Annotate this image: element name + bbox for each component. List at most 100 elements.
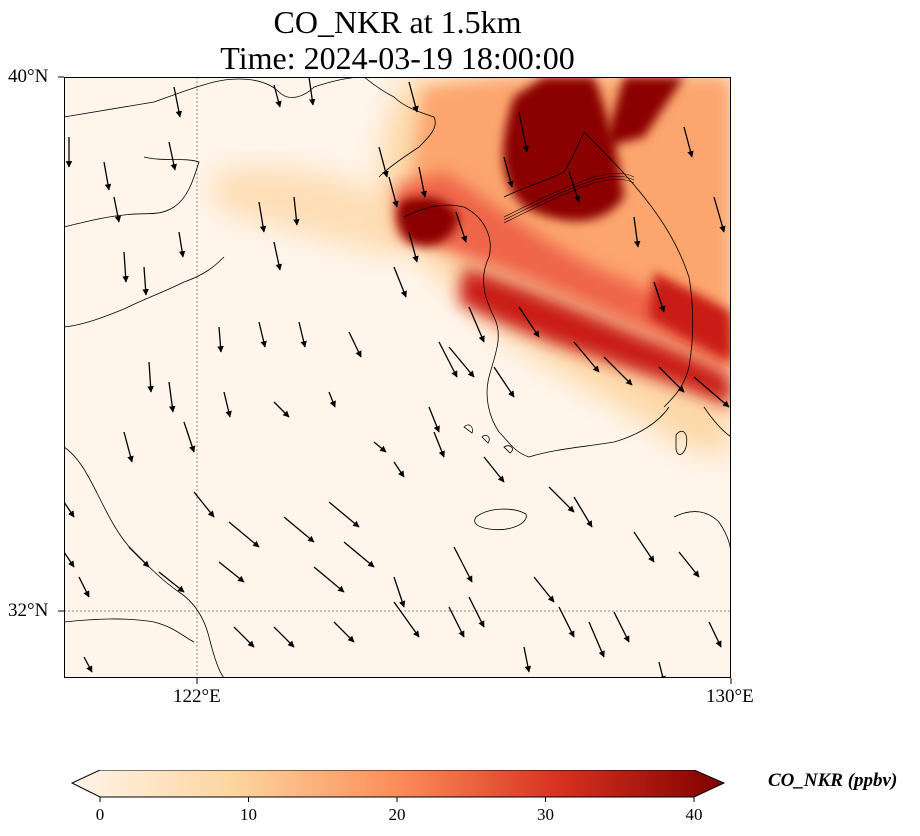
wind-arrow bbox=[333, 621, 355, 643]
wind-arrow bbox=[313, 566, 345, 593]
wind-arrow bbox=[468, 596, 485, 628]
wind-arrow bbox=[103, 161, 112, 191]
wind-arrow bbox=[658, 661, 666, 678]
plume-core-west bbox=[397, 197, 459, 246]
wind-arrow bbox=[218, 561, 245, 583]
colorbar-bar bbox=[70, 770, 726, 798]
wind-arrow bbox=[158, 571, 185, 593]
wind-arrow bbox=[64, 551, 75, 568]
wind-arrow bbox=[223, 391, 232, 418]
wind-arrow bbox=[573, 341, 600, 373]
border-korea-dmz-2 bbox=[503, 178, 635, 224]
wind-arrow bbox=[308, 77, 316, 106]
wind-arrow bbox=[233, 626, 255, 648]
map-frame bbox=[64, 77, 731, 678]
island-jeju bbox=[474, 508, 527, 531]
plume-core-southeast bbox=[649, 272, 731, 362]
wind-arrow bbox=[328, 391, 336, 408]
lat-tick-label-32n: 32°N bbox=[8, 600, 49, 621]
wind-arrow bbox=[273, 241, 282, 271]
coastline-liaodong bbox=[363, 77, 436, 178]
wind-arrow bbox=[83, 656, 93, 673]
wind-vectors bbox=[64, 77, 730, 678]
colorbar-tick-label: 10 bbox=[240, 805, 257, 824]
colorbar-tick-label: 30 bbox=[537, 805, 554, 824]
plume-core-east bbox=[604, 77, 684, 147]
islands-tsushima bbox=[675, 430, 688, 455]
wind-arrow bbox=[378, 146, 389, 178]
wind-arrow bbox=[343, 541, 375, 568]
wind-arrow bbox=[123, 431, 134, 463]
colorbar-tick-label: 40 bbox=[685, 805, 703, 824]
wind-arrow bbox=[178, 231, 186, 258]
wind-arrow bbox=[653, 281, 666, 313]
wind-arrow bbox=[428, 406, 440, 433]
wind-arrow bbox=[503, 156, 514, 188]
wind-arrow bbox=[273, 84, 282, 108]
wind-arrow bbox=[448, 606, 465, 638]
wind-arrow bbox=[228, 521, 260, 548]
colorbar-tick-label: 0 bbox=[95, 805, 105, 824]
plume-faint bbox=[214, 167, 424, 257]
coastline-shandong-north bbox=[64, 156, 200, 228]
wind-arrow bbox=[448, 346, 475, 378]
wind-arrow bbox=[533, 576, 555, 603]
lon-tick-label-122e: 122°E bbox=[173, 686, 221, 707]
wind-arrow bbox=[64, 501, 75, 518]
lon-tick-label-130e: 130°E bbox=[706, 686, 754, 707]
wind-arrow bbox=[708, 621, 722, 648]
colorbar-ticks bbox=[99, 797, 695, 802]
wind-arrow bbox=[493, 366, 515, 398]
colorbar-title: CO_NKR (ppbv) bbox=[768, 770, 898, 791]
coastline-jiangsu bbox=[64, 446, 225, 678]
map-time: Time: 2024-03-19 18:00:00 bbox=[220, 40, 575, 76]
wind-arrow bbox=[273, 401, 290, 418]
wind-arrow bbox=[658, 366, 685, 393]
coastline-japan-honshu bbox=[703, 406, 731, 438]
wind-arrow bbox=[393, 266, 407, 298]
wind-arrow bbox=[128, 546, 150, 568]
wind-arrow bbox=[408, 231, 419, 263]
wind-arrow bbox=[393, 601, 420, 638]
wind-arrow bbox=[568, 171, 581, 203]
wind-arrow bbox=[693, 376, 730, 408]
coastline-korea-north bbox=[503, 131, 585, 198]
map-canvas bbox=[64, 77, 731, 678]
colorbar-tick-label: 20 bbox=[388, 805, 406, 824]
wind-arrow bbox=[373, 441, 387, 453]
wind-arrow bbox=[558, 606, 575, 638]
coastline-korea-west bbox=[403, 204, 530, 458]
wind-arrow bbox=[193, 491, 215, 518]
wind-arrow bbox=[388, 176, 399, 208]
coastline-yangtze-estuary bbox=[64, 618, 195, 643]
borders bbox=[503, 172, 635, 224]
wind-arrow bbox=[393, 576, 406, 608]
wind-arrow bbox=[147, 361, 154, 393]
wind-arrow bbox=[573, 496, 593, 528]
wind-arrow bbox=[408, 81, 419, 113]
wind-arrow bbox=[173, 86, 183, 118]
wind-arrow bbox=[468, 306, 485, 343]
wind-arrow bbox=[433, 431, 445, 458]
gridlines bbox=[64, 77, 731, 678]
wind-arrow bbox=[483, 456, 505, 483]
map-panel bbox=[64, 77, 731, 678]
wind-arrow bbox=[453, 546, 473, 583]
wind-arrow bbox=[258, 201, 267, 233]
wind-arrow bbox=[455, 211, 468, 243]
wind-arrow bbox=[183, 421, 196, 453]
border-korea-dmz bbox=[503, 175, 635, 221]
coastline-bohai-north bbox=[64, 77, 365, 118]
wind-arrow bbox=[258, 321, 267, 348]
wind-arrow bbox=[548, 486, 575, 513]
wind-arrow bbox=[683, 126, 694, 158]
wind-arrow bbox=[348, 331, 362, 358]
wind-arrow bbox=[273, 626, 295, 648]
wind-arrow bbox=[523, 646, 532, 673]
coastline-shandong-peninsula bbox=[64, 256, 225, 328]
wind-arrow bbox=[283, 516, 315, 543]
colorbar bbox=[70, 770, 726, 802]
wind-arrow bbox=[518, 111, 530, 153]
plume-band-south bbox=[459, 267, 731, 407]
map-title: CO_NKR at 1.5km bbox=[273, 4, 522, 40]
